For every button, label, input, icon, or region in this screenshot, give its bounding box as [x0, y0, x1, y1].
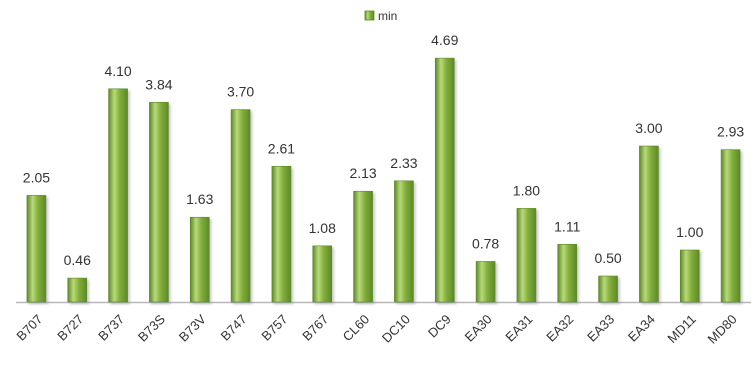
legend-label: min: [378, 9, 397, 23]
x-tick-label-b767: B767: [299, 312, 331, 344]
data-label-b727: 0.46: [64, 252, 91, 268]
data-label-ea32: 1.11: [554, 218, 580, 234]
x-tick-label-cl60: CL60: [340, 312, 373, 345]
x-tick-label-ea33: EA33: [584, 312, 617, 345]
bar-b707: [26, 195, 47, 303]
x-tick-label-b73s: B73S: [135, 311, 168, 344]
bar-b747: [230, 109, 251, 303]
data-label-dc9: 4.69: [431, 32, 458, 48]
bar-b757: [271, 165, 292, 303]
data-label-md80: 2.93: [717, 124, 744, 140]
bar-b73s: [149, 102, 169, 303]
x-tick-label-dc9: DC9: [425, 312, 454, 341]
data-label-b707: 2.05: [23, 169, 50, 185]
legend-swatch: [364, 10, 375, 21]
bar-dc9: [434, 57, 455, 303]
x-tick-label-b727: B727: [54, 312, 86, 344]
bar-ea30: [475, 261, 496, 303]
x-tick-label-dc10: DC10: [379, 312, 413, 346]
x-tick-label-b73v: B73V: [176, 311, 209, 344]
data-label-b73v: 1.63: [186, 191, 213, 207]
x-tick-label-md80: MD80: [705, 312, 740, 347]
bar-ea33: [598, 275, 618, 303]
bar-dc10: [394, 180, 414, 303]
legend: min: [364, 9, 397, 23]
bar-b727: [67, 277, 88, 303]
data-label-ea34: 3.00: [635, 120, 662, 136]
x-tick-label-ea34: EA34: [625, 312, 658, 345]
data-label-ea30: 0.78: [472, 235, 499, 251]
x-tick-label-ea31: EA31: [502, 312, 535, 345]
bar-md11: [679, 249, 700, 303]
data-label-ea33: 0.50: [594, 250, 621, 266]
bar-ea34: [639, 145, 659, 303]
data-label-b73s: 3.84: [145, 76, 172, 92]
bar-cl60: [353, 190, 373, 303]
bar-b73v: [189, 216, 210, 303]
bar-b737: [108, 88, 128, 303]
data-label-b767: 1.08: [309, 220, 336, 236]
data-label-dc10: 2.33: [390, 155, 417, 171]
data-label-md11: 1.00: [676, 224, 703, 240]
data-label-b757: 2.61: [268, 140, 295, 156]
x-tick-label-ea32: EA32: [543, 312, 576, 345]
data-label-b737: 4.10: [104, 63, 131, 79]
x-tick-label-md11: MD11: [664, 312, 698, 346]
data-label-b747: 3.70: [227, 84, 254, 100]
data-label-ea31: 1.80: [513, 182, 540, 198]
x-tick-label-ea30: EA30: [462, 312, 495, 345]
bar-ea31: [516, 208, 537, 303]
bar-md80: [720, 149, 741, 303]
bar-ea32: [557, 243, 578, 303]
x-tick-label-b707: B707: [13, 312, 45, 344]
x-tick-label-b747: B747: [218, 312, 250, 344]
data-label-cl60: 2.13: [349, 165, 376, 181]
bar-b767: [312, 245, 333, 303]
x-tick-label-b757: B757: [258, 312, 290, 344]
x-tick-label-b737: B737: [95, 312, 127, 344]
